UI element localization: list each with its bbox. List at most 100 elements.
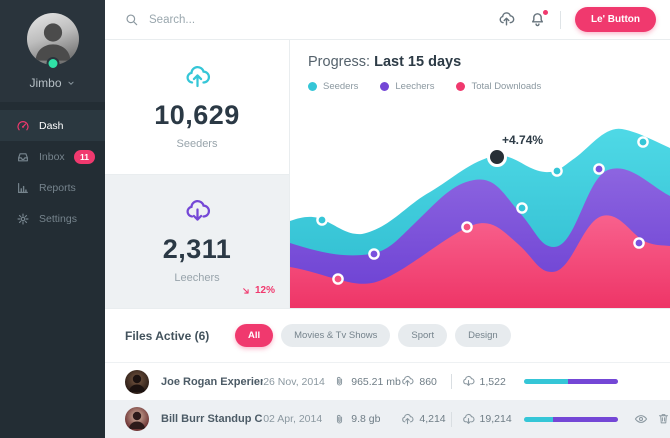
file-name: Joe Rogan Experience Ep. 468 [161, 375, 263, 388]
progress-seeders-segment [524, 379, 569, 384]
notification-dot [541, 9, 549, 16]
upload-count-value: 4,214 [419, 413, 446, 425]
cloud-upload-icon [184, 64, 211, 91]
online-status-dot [46, 57, 59, 70]
filter-all[interactable]: All [235, 324, 274, 347]
meta-divider [450, 374, 452, 389]
chart-point[interactable] [316, 214, 328, 226]
chart-title: Progress: Last 15 days [308, 54, 541, 70]
legend-seeders[interactable]: Seeders [308, 81, 358, 92]
chart-point[interactable] [551, 165, 563, 177]
chart-point[interactable] [332, 273, 344, 285]
chart-title-prefix: Progress: [308, 54, 371, 70]
file-row[interactable]: Joe Rogan Experience Ep. 468 26 Nov, 201… [105, 362, 670, 400]
sidebar-item-inbox[interactable]: Inbox 11 [0, 141, 105, 172]
filter-design[interactable]: Design [455, 324, 511, 347]
progress-leechers-segment [553, 416, 618, 422]
le-button[interactable]: Le' Button [574, 7, 656, 32]
meta-divider [450, 411, 452, 427]
seeders-label: Seeders [176, 137, 218, 150]
chevron-down-icon [66, 78, 76, 88]
chart-highlight-point[interactable] [487, 147, 507, 167]
user-name: Jimbo [29, 76, 62, 90]
person-icon [125, 407, 149, 431]
chart-point[interactable] [593, 163, 605, 175]
filter-movies-tv[interactable]: Movies & Tv Shows [281, 324, 391, 347]
nav-label: Reports [39, 181, 76, 194]
file-row[interactable]: Bill Burr Standup Collection 02 Apr, 201… [105, 400, 670, 438]
file-row-actions [634, 412, 670, 426]
cloud-download-icon [462, 375, 475, 388]
file-size-value: 965.21 mb [351, 375, 401, 388]
user-avatar[interactable] [26, 13, 79, 70]
sidebar-item-reports[interactable]: Reports [0, 172, 105, 203]
progress-seeders-segment [524, 416, 554, 422]
eye-icon[interactable] [634, 412, 648, 426]
file-name: Bill Burr Standup Collection [161, 413, 263, 425]
legend-label: Seeders [323, 81, 359, 92]
upload-count-value: 860 [419, 375, 437, 388]
upload-cloud-icon[interactable] [498, 11, 515, 28]
cloud-download-icon [462, 413, 475, 426]
file-progress-bar [524, 416, 619, 422]
leechers-label: Leechers [174, 272, 220, 285]
sidebar-nav: Dash Inbox 11 Reports Settings [0, 110, 105, 234]
legend-leechers[interactable]: Leechers [380, 81, 434, 92]
progress-leechers-segment [568, 379, 618, 384]
main-content: Le' Button 10,629 Seeders 2,311 Leechers… [105, 0, 670, 438]
cloud-download-icon [184, 198, 211, 225]
chart-title-range: Last 15 days [374, 54, 462, 70]
file-avatar [125, 369, 149, 394]
legend-label: Total Downloads [471, 81, 542, 92]
files-filter-bar: Files Active (6) All Movies & Tv Shows S… [105, 308, 670, 362]
file-upload-count: 860 [401, 375, 450, 388]
file-avatar [125, 407, 149, 431]
filter-sport[interactable]: Sport [398, 324, 448, 347]
chart-point[interactable] [637, 136, 649, 148]
topbar: Le' Button [105, 0, 670, 40]
sidebar: Jimbo Dash Inbox 11 Reports Settings [0, 0, 105, 438]
search-input[interactable] [149, 13, 349, 26]
chart-header: Progress: Last 15 days Seeders Leechers … [308, 54, 541, 92]
trash-icon[interactable] [657, 412, 670, 425]
chart-point[interactable] [368, 248, 380, 260]
download-count-value: 1,522 [479, 375, 506, 388]
files-heading: Files Active (6) [125, 328, 210, 343]
inbox-icon [16, 150, 30, 164]
cloud-upload-icon [401, 413, 414, 426]
topbar-actions: Le' Button [498, 7, 656, 32]
topbar-divider [559, 10, 561, 29]
progress-chart-panel: Progress: Last 15 days Seeders Leechers … [290, 40, 670, 308]
file-size: 9.8 gb [333, 413, 401, 426]
leechers-change-value: 12% [254, 285, 275, 296]
legend-dot-seeders [308, 82, 317, 91]
sidebar-item-dash[interactable]: Dash [0, 110, 105, 141]
cloud-upload-icon [401, 375, 414, 388]
attachment-icon [333, 413, 346, 426]
files-section: Files Active (6) All Movies & Tv Shows S… [105, 308, 670, 438]
legend-total-downloads[interactable]: Total Downloads [456, 81, 541, 92]
file-download-count: 19,214 [462, 413, 524, 426]
legend-label: Leechers [395, 81, 435, 92]
chart-point[interactable] [461, 221, 473, 233]
download-count-value: 19,214 [479, 413, 512, 425]
legend-dot-leechers [380, 82, 390, 91]
dashboard-body: 10,629 Seeders 2,311 Leechers 12% Progre… [105, 40, 670, 308]
search-icon[interactable] [125, 13, 139, 27]
chart-annotation: +4.74% [502, 133, 543, 147]
trend-down-icon [241, 286, 251, 296]
sidebar-item-settings[interactable]: Settings [0, 203, 105, 234]
leechers-stat-card[interactable]: 2,311 Leechers 12% [105, 174, 289, 308]
gear-icon [16, 212, 30, 226]
seeders-stat-card[interactable]: 10,629 Seeders [105, 40, 289, 175]
user-menu[interactable]: Jimbo [0, 76, 105, 90]
person-icon [125, 370, 149, 394]
chart-point[interactable] [516, 202, 528, 214]
file-progress-bar [524, 379, 619, 384]
chart-point[interactable] [633, 237, 645, 249]
leechers-change-indicator: 12% [241, 285, 275, 296]
file-date: 02 Apr, 2014 [263, 413, 323, 425]
notifications-button[interactable] [529, 9, 549, 28]
area-chart: +4.74% [290, 128, 670, 308]
profile-section: Jimbo [0, 0, 105, 102]
